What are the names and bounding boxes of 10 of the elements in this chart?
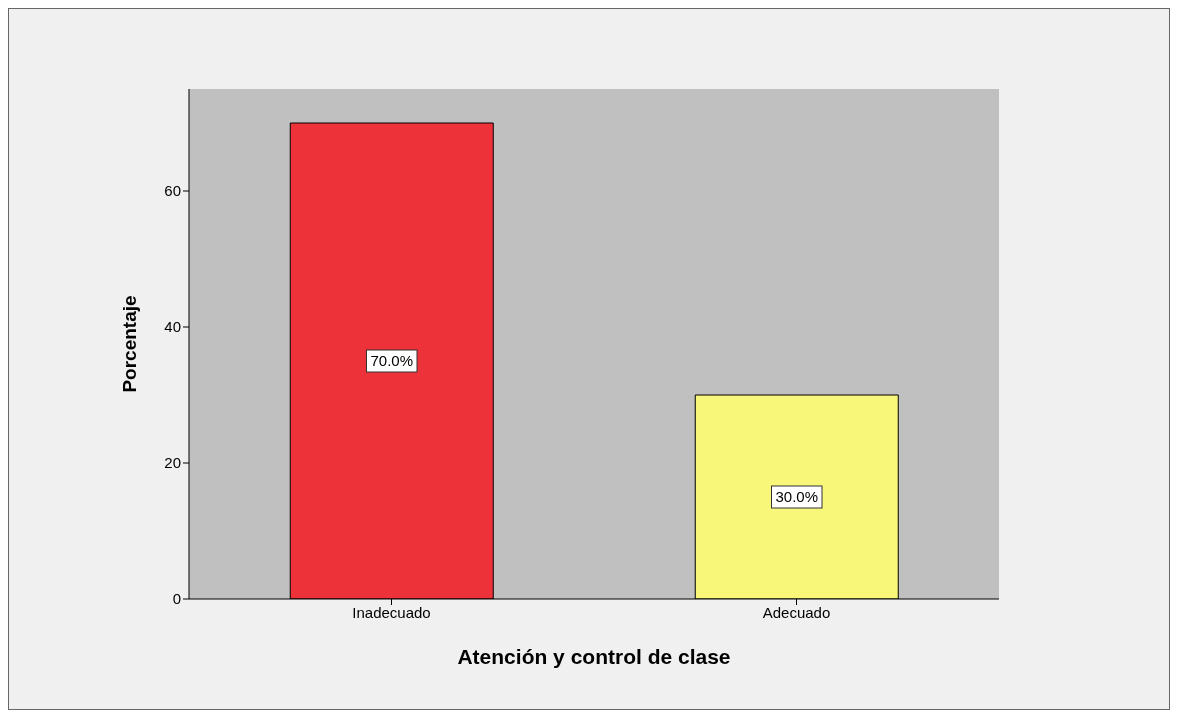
- x-tick-label: Adecuado: [762, 603, 831, 621]
- y-axis-title: Porcentaje: [118, 295, 140, 393]
- y-tick-label: 40: [164, 318, 181, 336]
- data-label: 70.0%: [370, 352, 414, 369]
- data-label: 30.0%: [775, 488, 819, 505]
- x-axis-title: Atención y control de clase: [457, 645, 731, 668]
- y-tick-label: 60: [164, 182, 181, 200]
- y-tick-label: 0: [172, 590, 181, 608]
- x-tick-label: Inadecuado: [352, 603, 431, 621]
- y-tick-label: 20: [164, 454, 181, 472]
